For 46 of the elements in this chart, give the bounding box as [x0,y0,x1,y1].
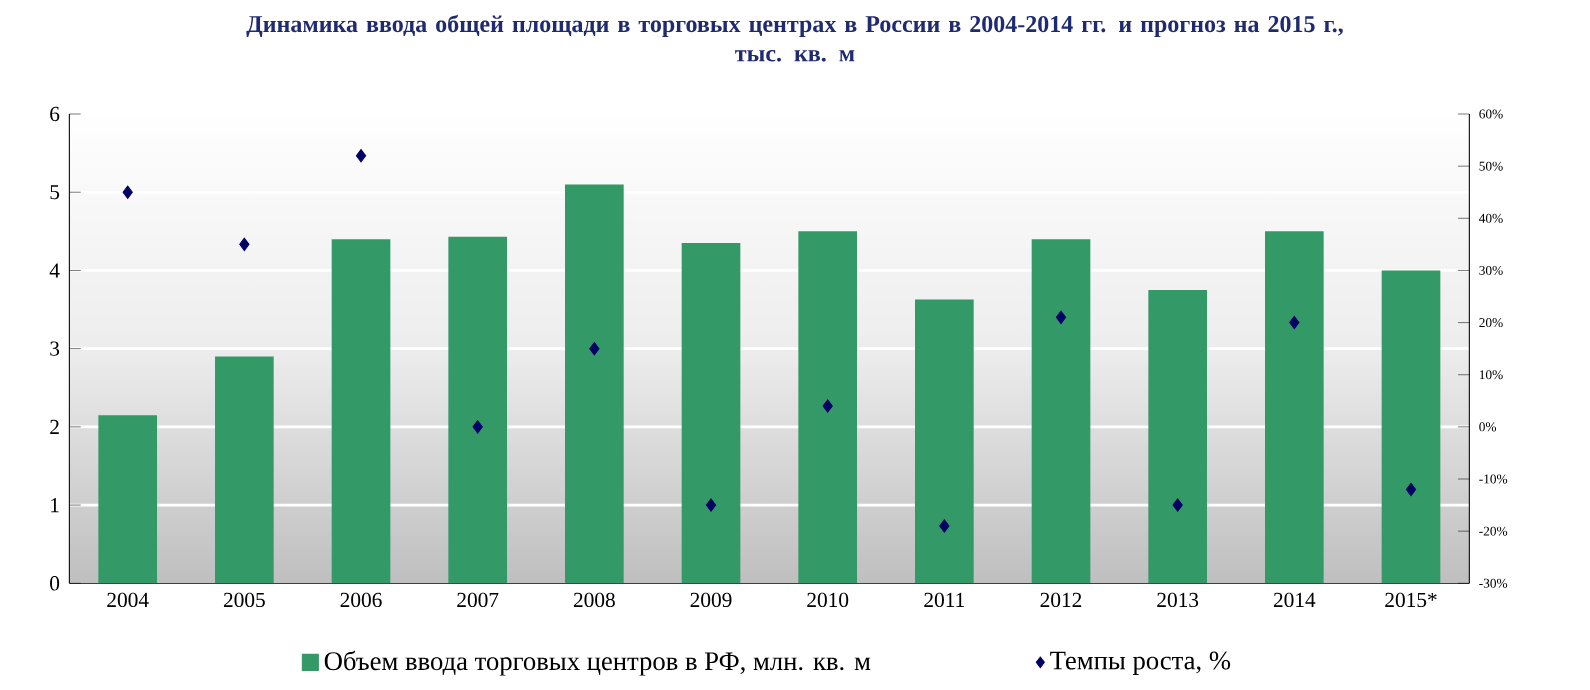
y-tick-label: 3 [50,341,60,356]
point [1172,498,1183,512]
bar [1031,239,1091,584]
x-tick-label: 2005 [223,592,265,608]
x-tick-label: 2004 [107,592,149,608]
x-tick-label: 2008 [573,592,615,608]
y-tick-label: 5 [50,185,60,200]
x-tick-label: 2006 [340,592,382,608]
bar [915,299,974,584]
bar [681,243,741,584]
point [1055,310,1067,325]
x-tick-label: 2012 [1040,592,1082,608]
x-tick-label: 2010 [807,592,849,608]
point [355,149,367,163]
x-tick-label: 2009 [690,592,732,608]
x-tick-label: 2015* [1385,592,1437,608]
point [472,420,483,434]
point [939,519,950,533]
bar [331,239,391,584]
bar [798,231,858,584]
bar [1265,231,1324,584]
bar [1381,270,1441,584]
point [705,498,717,512]
legend-label: Темпы роста, % [1050,651,1231,675]
point [122,185,133,199]
bar [215,356,274,584]
point [239,237,250,252]
point [1405,482,1417,497]
bar [448,236,508,584]
x-tick-label: 2011 [924,592,964,608]
bar [1148,289,1208,584]
x-tick-label: 2014 [1273,592,1316,608]
legend-label: Объем ввода торговых центров в РФ, млн. кв. м [324,650,871,676]
y-tick-label: 2 [50,419,59,434]
point [822,399,833,413]
point [1289,315,1300,330]
bar [98,415,158,584]
point [589,341,600,356]
chart-title: Динамика ввода общей площади в торговых центрах в России в 2004-2014 гг. и прогноз на 2015 г., тыс. кв. м [246,14,1343,62]
y-tick-label: 0 [50,576,60,591]
y-tick-label: 6 [50,106,60,122]
y-tick-label: 4 [49,263,60,278]
x-tick-label: 2013 [1157,592,1199,608]
bar [565,184,624,584]
y-tick-label: 1 [51,498,59,513]
x-tick-label: 2007 [457,592,499,608]
